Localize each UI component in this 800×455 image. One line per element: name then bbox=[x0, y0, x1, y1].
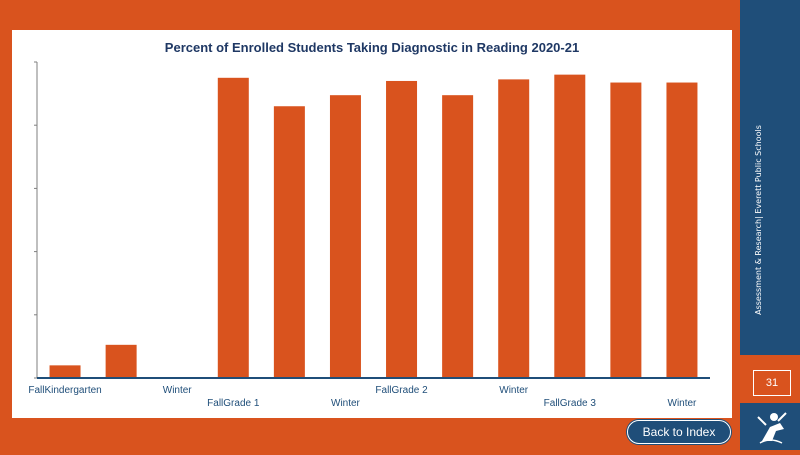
bar bbox=[442, 95, 474, 379]
x-tick-label: Winter bbox=[668, 398, 698, 409]
x-tick-label: FallGrade 2 bbox=[375, 385, 428, 396]
x-tick-label: FallGrade 3 bbox=[544, 398, 597, 409]
logo bbox=[740, 403, 800, 450]
bar bbox=[610, 82, 642, 378]
bar bbox=[49, 365, 81, 378]
x-tick-label: Winter bbox=[331, 398, 361, 409]
bar bbox=[666, 82, 698, 378]
chart-panel: Percent of Enrolled Students Taking Diag… bbox=[12, 30, 732, 418]
bar-chart: FallKindergarten Winter FallGrade 1 Winter F… bbox=[28, 61, 710, 409]
back-to-index-button[interactable]: Back to Index bbox=[627, 420, 731, 444]
x-tick-label: Winter bbox=[163, 385, 193, 396]
bar bbox=[498, 79, 530, 378]
bar bbox=[329, 95, 361, 379]
bar bbox=[105, 344, 137, 378]
chart-title: Percent of Enrolled Students Taking Diag… bbox=[164, 40, 580, 55]
sidebar: Assessment & Research| Everett Public Sc… bbox=[740, 0, 800, 355]
page-number: 31 bbox=[753, 370, 791, 396]
swimmer-logo-icon bbox=[757, 412, 787, 444]
x-tick-label: Winter bbox=[499, 385, 529, 396]
x-tick-label: FallGrade 1 bbox=[207, 398, 260, 409]
bar bbox=[273, 106, 305, 379]
bar bbox=[554, 74, 586, 378]
sidebar-caption: Assessment & Research| Everett Public Sc… bbox=[754, 125, 763, 315]
bar bbox=[386, 80, 418, 379]
bar bbox=[217, 77, 249, 379]
x-tick-label: FallKindergarten bbox=[28, 385, 101, 396]
